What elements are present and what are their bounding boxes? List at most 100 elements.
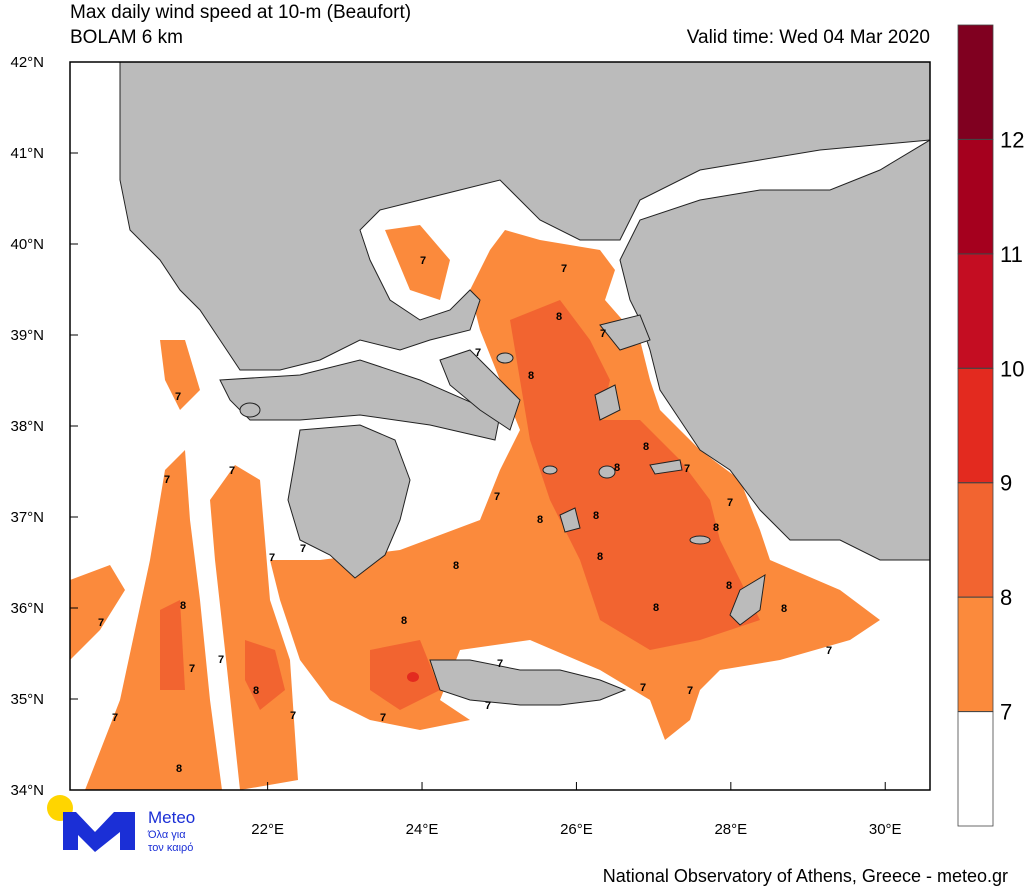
colorbar-label: 9 <box>1000 471 1012 496</box>
colorbar-segment <box>957 482 994 598</box>
land <box>594 384 621 421</box>
land <box>649 459 683 475</box>
logo-tagline: τον καιρό <box>148 842 193 854</box>
footer: National Observatory of Athens, Greece -… <box>603 866 1008 886</box>
contour-label: 8 <box>593 510 599 522</box>
land <box>598 465 616 479</box>
contour-label: 7 <box>485 700 491 712</box>
land <box>439 349 521 431</box>
contour-label: 7 <box>687 685 693 697</box>
contour-label: 8 <box>537 514 543 526</box>
subtitle: BOLAM 6 km <box>70 27 183 48</box>
y-tick-label: 36°N <box>10 600 44 617</box>
valid-time: Valid time: Wed 04 Mar 2020 <box>687 27 930 48</box>
contour-label: 7 <box>494 491 500 503</box>
contour-label: 7 <box>98 617 104 629</box>
contour-label: 7 <box>175 391 181 403</box>
wind-area <box>510 300 760 650</box>
contour-label: 7 <box>561 263 567 275</box>
wind-area <box>370 640 440 710</box>
contour-label: 8 <box>653 602 659 614</box>
y-tick-label: 38°N <box>10 418 44 435</box>
contour-label: 7 <box>640 682 646 694</box>
logo-name: Meteo <box>148 808 195 827</box>
x-tick-label: 30°E <box>869 821 902 838</box>
contour-label: 7 <box>218 654 224 666</box>
y-tick-label: 41°N <box>10 145 44 162</box>
colorbar-segment <box>957 24 994 140</box>
land <box>689 535 711 545</box>
y-tick-label: 34°N <box>10 782 44 799</box>
map <box>70 62 930 790</box>
wind-area <box>407 672 419 682</box>
contour-label: 8 <box>643 441 649 453</box>
wind-area <box>85 450 222 790</box>
x-tick-label: 26°E <box>560 821 593 838</box>
contour-label: 8 <box>781 603 787 615</box>
land <box>619 139 930 561</box>
land <box>239 402 261 418</box>
colorbar-segment <box>957 711 994 827</box>
colorbar-label: 10 <box>1000 356 1024 381</box>
x-tick-label: 22°E <box>251 821 284 838</box>
contour-label: 8 <box>453 560 459 572</box>
contour-label: 7 <box>300 543 306 555</box>
wind-area <box>385 225 450 300</box>
contour-label: 8 <box>726 580 732 592</box>
contour-label: 7 <box>112 712 118 724</box>
wind-area <box>160 600 185 690</box>
y-tick-label: 35°N <box>10 691 44 708</box>
x-tick-label: 28°E <box>714 821 747 838</box>
y-tick-label: 37°N <box>10 509 44 526</box>
colorbar-segment <box>957 139 994 255</box>
contour-label: 7 <box>229 465 235 477</box>
contour-label: 8 <box>253 685 259 697</box>
contour-label: 8 <box>597 551 603 563</box>
colorbar-label: 7 <box>1000 700 1012 725</box>
colorbar-label: 12 <box>1000 127 1024 152</box>
colorbar-segment <box>957 367 994 484</box>
wind-area <box>245 640 285 710</box>
contour-label: 7 <box>420 255 426 267</box>
wind-area <box>70 565 125 660</box>
contour-label: 7 <box>684 463 690 475</box>
logo: Meteo Όλα για τον καιρό <box>47 795 195 854</box>
land <box>599 314 651 351</box>
contour-label: 8 <box>401 615 407 627</box>
land <box>429 659 627 706</box>
wind-area <box>160 340 200 410</box>
land <box>119 62 930 706</box>
wind-areas <box>70 225 880 790</box>
contour-label: 8 <box>528 370 534 382</box>
land <box>559 507 581 533</box>
colorbar-segment <box>957 253 994 369</box>
contour-label: 8 <box>556 311 562 323</box>
contour-label: 7 <box>290 710 296 722</box>
contour-label: 7 <box>269 552 275 564</box>
colorbar-label: 11 <box>1000 242 1023 267</box>
y-tick-label: 39°N <box>10 327 44 344</box>
contour-label: 7 <box>600 328 606 340</box>
contour-label: 7 <box>475 347 481 359</box>
contour-label: 7 <box>826 645 832 657</box>
logo-mark <box>63 812 135 852</box>
wind-area <box>210 465 298 790</box>
y-tick-label: 40°N <box>10 236 44 253</box>
land <box>496 352 514 364</box>
contour-label: 8 <box>713 522 719 534</box>
contour-label: 7 <box>727 497 733 509</box>
land <box>729 574 766 626</box>
contour-label: 8 <box>614 462 620 474</box>
title: Max daily wind speed at 10-m (Beaufort) <box>70 2 411 23</box>
colorbar-label: 8 <box>1000 585 1012 610</box>
land <box>119 62 930 371</box>
colorbar-segment <box>957 596 994 712</box>
contour-label: 7 <box>497 658 503 670</box>
y-tick-label: 42°N <box>10 54 44 71</box>
contour-label: 8 <box>176 763 182 775</box>
logo-tagline: Όλα για <box>147 829 186 841</box>
land <box>287 424 411 579</box>
land <box>542 465 558 475</box>
contour-label: 7 <box>189 663 195 675</box>
